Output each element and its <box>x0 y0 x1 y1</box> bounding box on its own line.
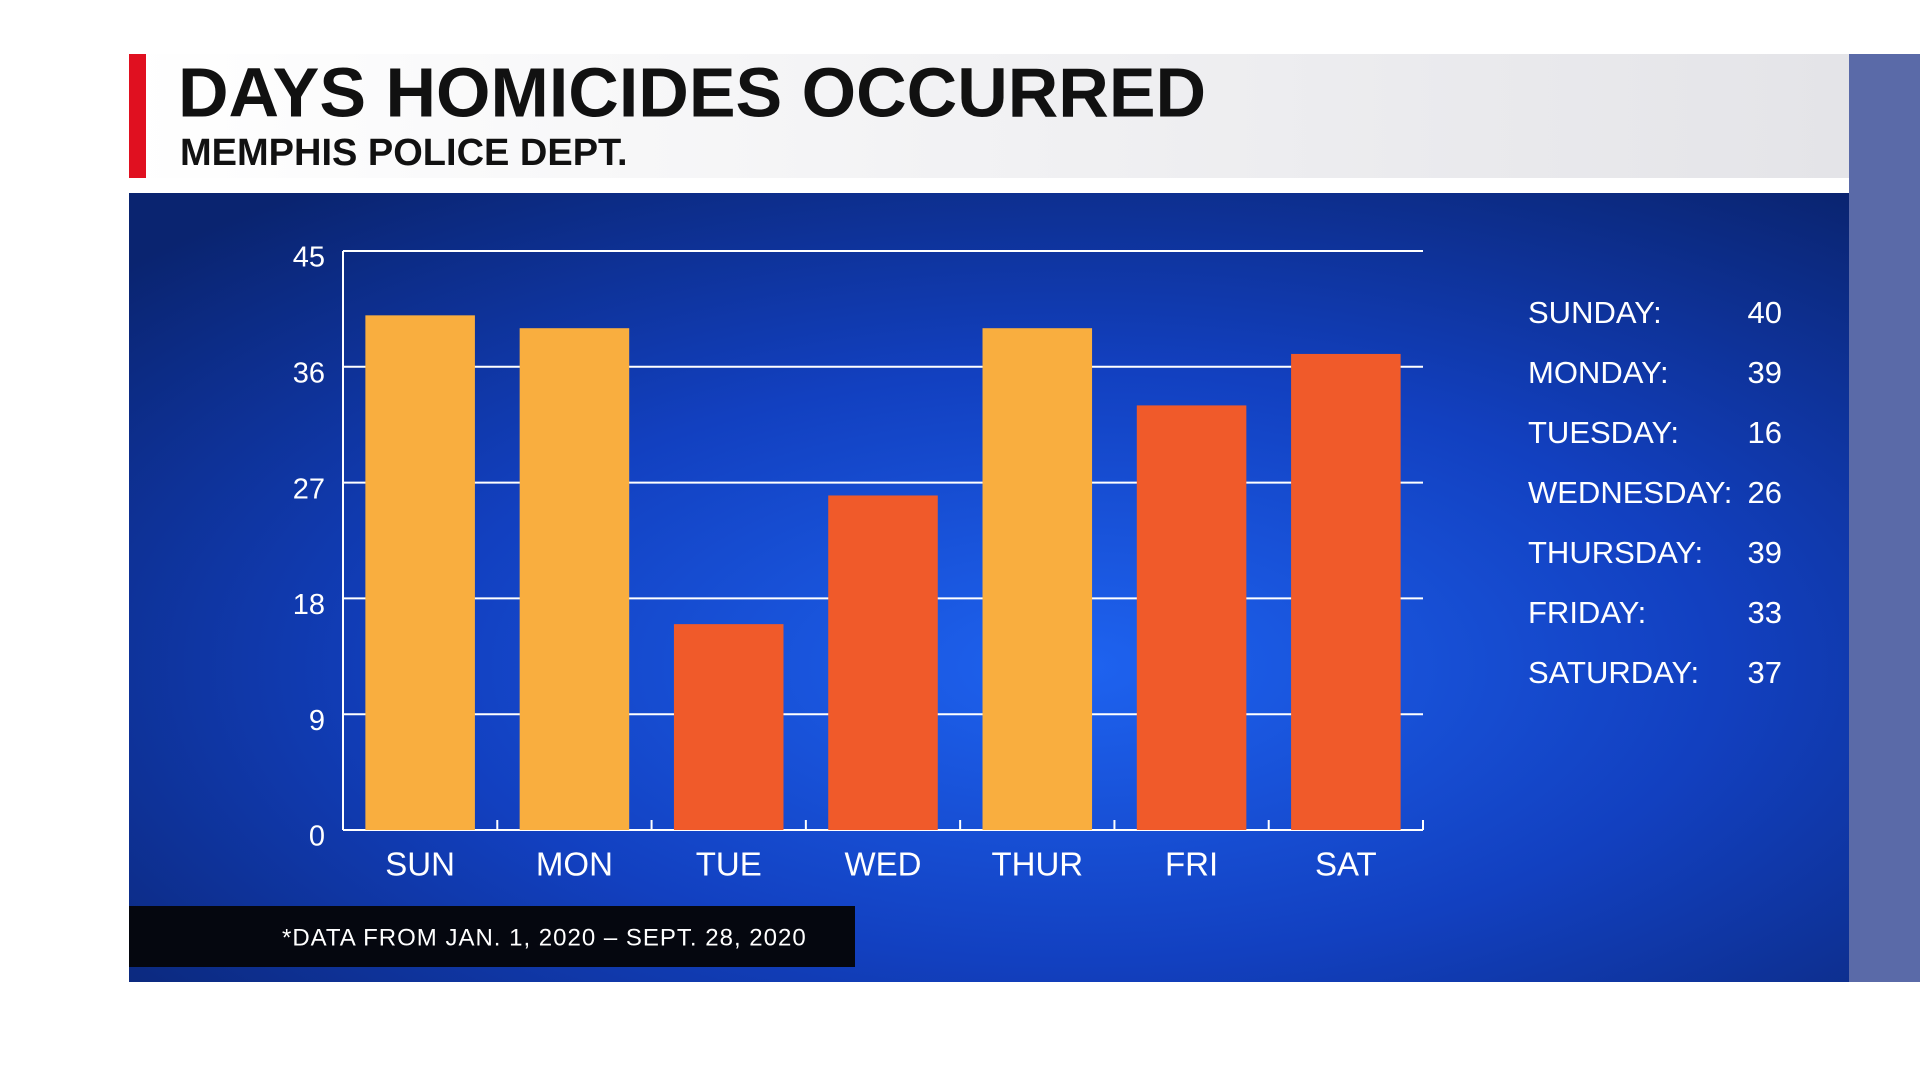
bar <box>365 315 475 830</box>
bar <box>1291 353 1401 830</box>
x-tick-label: SUN <box>385 846 455 883</box>
table-value: 39 <box>1748 535 1782 570</box>
table-day: WEDNESDAY: <box>1528 475 1732 510</box>
table-day: FRIDAY: <box>1528 595 1646 630</box>
y-tick-label: 45 <box>293 242 325 274</box>
bar <box>1136 405 1247 830</box>
table-value: 26 <box>1748 475 1782 510</box>
y-tick-label: 9 <box>309 705 325 737</box>
table-value: 16 <box>1748 415 1782 450</box>
table-value: 39 <box>1748 355 1782 390</box>
table-day: THURSDAY: <box>1528 535 1703 570</box>
bar <box>673 624 784 830</box>
y-tick-label: 18 <box>293 589 325 621</box>
x-tick-label: TUE <box>696 846 762 883</box>
footnote-box <box>129 906 855 967</box>
x-tick-label: MON <box>536 846 613 883</box>
bar <box>982 328 1093 830</box>
x-tick-label: THUR <box>991 846 1083 883</box>
table-value: 40 <box>1748 295 1782 330</box>
bar <box>519 328 630 830</box>
table-value: 33 <box>1748 595 1782 630</box>
title-accent <box>129 54 146 178</box>
table-day: TUESDAY: <box>1528 415 1679 450</box>
y-tick-label: 36 <box>293 357 325 389</box>
side-edge <box>1849 54 1920 982</box>
bar <box>828 495 938 830</box>
title-bar <box>129 54 1849 178</box>
x-tick-label: SAT <box>1315 846 1377 883</box>
y-tick-label: 0 <box>309 821 325 853</box>
x-tick-label: WED <box>845 846 922 883</box>
table-day: MONDAY: <box>1528 355 1669 390</box>
table-value: 37 <box>1748 655 1782 690</box>
chart-title: DAYS HOMICIDES OCCURRED <box>178 53 1206 131</box>
chart-subtitle: MEMPHIS POLICE DEPT. <box>180 132 628 174</box>
x-tick-label: FRI <box>1165 846 1218 883</box>
footnote: *DATA FROM JAN. 1, 2020 – SEPT. 28, 2020 <box>282 924 807 951</box>
table-day: SATURDAY: <box>1528 655 1699 690</box>
y-tick-label: 27 <box>293 473 325 505</box>
table-day: SUNDAY: <box>1528 295 1662 330</box>
